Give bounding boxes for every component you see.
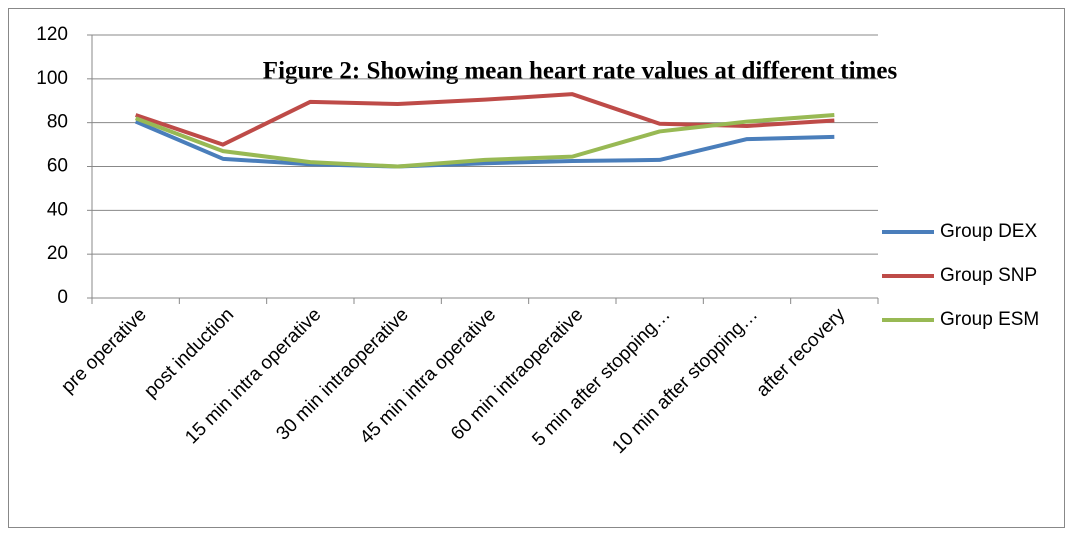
series-line — [134, 119, 835, 169]
legend-label: Group ESM — [940, 309, 1039, 330]
y-tick-label: 20 — [47, 243, 68, 264]
legend-label: Group SNP — [940, 265, 1037, 286]
chart-border — [8, 8, 1065, 528]
y-tick-label: 0 — [57, 287, 68, 308]
y-tick-label: 100 — [36, 68, 68, 89]
chart-title: Figure 2: Showing mean heart rate values… — [263, 58, 898, 85]
legend-label: Group DEX — [940, 221, 1037, 242]
y-tick-label: 120 — [36, 24, 68, 45]
y-tick-label: 40 — [47, 199, 68, 220]
y-tick-label: 60 — [47, 156, 68, 177]
y-tick-label: 80 — [47, 112, 68, 133]
series-line — [134, 113, 835, 169]
